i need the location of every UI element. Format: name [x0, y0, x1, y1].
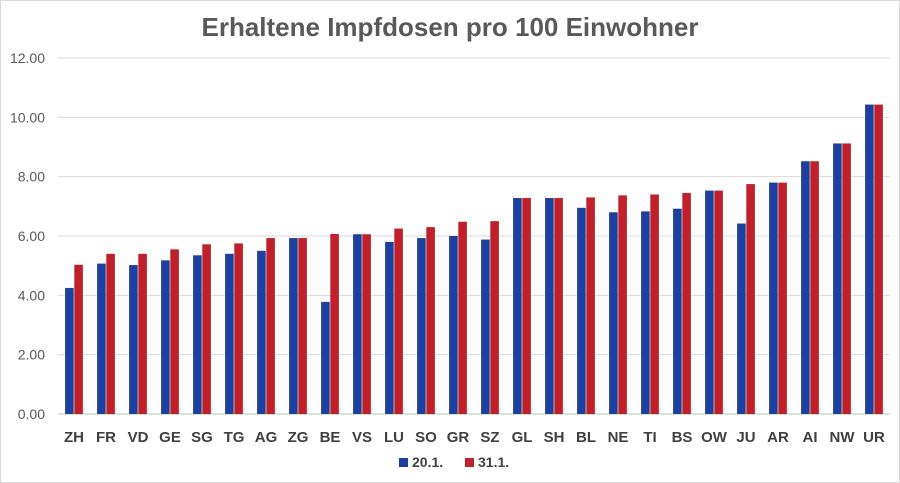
bar-ge-series-1 [161, 260, 170, 414]
bar-sg-series-1 [193, 255, 202, 414]
bar-zh-series-2 [74, 264, 83, 414]
bar-ge-series-2 [170, 249, 179, 414]
x-tick-label: SH [544, 429, 565, 446]
bar-sh-series-2 [554, 198, 563, 414]
bar-ju-series-2 [746, 184, 755, 414]
x-tick-label: TG [224, 429, 245, 446]
bar-bl-series-1 [577, 207, 586, 414]
bar-ar-series-2 [778, 182, 787, 414]
bar-gr-series-2 [458, 221, 467, 414]
bar-ti-series-1 [641, 211, 650, 414]
bar-tg-series-2 [234, 243, 243, 414]
bar-gl-series-2 [522, 198, 531, 414]
bar-sh-series-1 [545, 198, 554, 414]
bar-gr-series-1 [449, 236, 458, 414]
bar-ag-series-1 [257, 250, 266, 414]
y-tick-label: 8.00 [18, 169, 45, 185]
bar-gl-series-1 [513, 198, 522, 414]
x-tick-label: LU [384, 429, 404, 446]
bar-vd-series-1 [129, 265, 138, 414]
bar-vs-series-1 [353, 234, 362, 414]
bar-vs-series-2 [362, 234, 371, 414]
x-tick-label: SZ [480, 429, 499, 446]
x-tick-label: ZH [64, 429, 84, 446]
bar-nw-series-1 [833, 143, 842, 414]
x-tick-label: VD [128, 429, 149, 446]
bar-sz-series-1 [481, 239, 490, 414]
chart-title: Erhaltene Impfdosen pro 100 Einwohner [202, 12, 699, 42]
bar-lu-series-1 [385, 241, 394, 414]
bar-be-series-2 [330, 233, 339, 414]
bar-fr-series-1 [97, 263, 106, 414]
legend-label: 31.1. [478, 454, 509, 470]
bar-ag-series-2 [266, 238, 275, 414]
bar-sz-series-2 [490, 221, 499, 414]
bar-ow-series-2 [714, 190, 723, 414]
y-tick-label: 6.00 [18, 228, 45, 244]
x-tick-label: OW [701, 429, 728, 446]
x-tick-label: SG [191, 429, 213, 446]
bar-ne-series-2 [618, 195, 627, 414]
x-tick-label: VS [352, 429, 372, 446]
y-tick-label: 0.00 [18, 406, 45, 422]
bar-bs-series-2 [682, 192, 691, 414]
bar-zg-series-2 [298, 238, 307, 414]
gridlines [58, 57, 890, 415]
bar-fr-series-2 [106, 253, 115, 414]
x-tick-label: BS [672, 429, 693, 446]
legend-label: 20.1. [412, 454, 443, 470]
bar-ow-series-1 [705, 190, 714, 414]
y-tick-label: 12.00 [10, 50, 45, 66]
bar-tg-series-1 [225, 253, 234, 414]
x-tick-label: BL [576, 429, 596, 446]
x-tick-label: SO [415, 429, 437, 446]
bar-ju-series-1 [737, 223, 746, 414]
bar-ti-series-2 [650, 194, 659, 414]
x-axis-ticks: ZH FR VD GE SG TG AG ZG BE VS LU SO GR SZ GL SH BL NE TI BS… [64, 429, 885, 446]
bar-sg-series-2 [202, 244, 211, 414]
y-axis-ticks: 0.00 2.00 4.00 6.00 8.00 10.00 12.00 [10, 50, 45, 422]
bar-nw-series-2 [842, 143, 851, 414]
x-tick-label: BE [320, 429, 341, 446]
legend: 20.1. 31.1. [399, 454, 509, 470]
x-tick-label: NW [830, 429, 856, 446]
x-tick-label: TI [643, 429, 656, 446]
bar-bs-series-1 [673, 208, 682, 414]
legend-swatch [465, 458, 474, 467]
x-tick-label: AR [767, 429, 789, 446]
x-tick-label: ZG [288, 429, 309, 446]
bar-so-series-1 [417, 238, 426, 414]
x-tick-label: AG [255, 429, 278, 446]
x-tick-label: GE [159, 429, 181, 446]
bar-zh-series-1 [65, 287, 74, 414]
y-tick-label: 2.00 [18, 347, 45, 363]
bar-ne-series-1 [609, 212, 618, 414]
bar-so-series-2 [426, 227, 435, 414]
x-tick-label: FR [96, 429, 116, 446]
bars [65, 104, 883, 415]
x-tick-label: JU [736, 429, 755, 446]
legend-swatch [399, 458, 408, 467]
x-tick-label: NE [608, 429, 629, 446]
bar-zg-series-1 [289, 238, 298, 414]
bar-vd-series-2 [138, 253, 147, 414]
bar-ai-series-1 [801, 161, 810, 414]
bar-ai-series-2 [810, 161, 819, 414]
bar-ar-series-1 [769, 182, 778, 414]
bar-lu-series-2 [394, 228, 403, 414]
y-tick-label: 4.00 [18, 287, 45, 303]
x-tick-label: AI [803, 429, 818, 446]
bar-ur-series-1 [865, 104, 874, 415]
bar-ur-series-2 [874, 104, 883, 415]
y-tick-label: 10.00 [10, 109, 45, 125]
x-tick-label: GR [447, 429, 470, 446]
bar-be-series-1 [321, 301, 330, 414]
x-tick-label: UR [863, 429, 885, 446]
x-tick-label: GL [512, 429, 533, 446]
bar-bl-series-2 [586, 197, 595, 414]
